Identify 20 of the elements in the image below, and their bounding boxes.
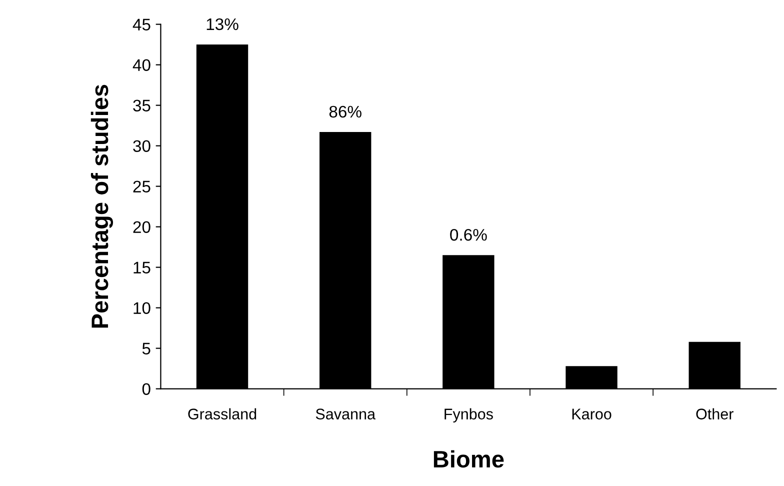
y-tick-label: 25 bbox=[133, 180, 150, 193]
x-tick-label: Fynbos bbox=[444, 408, 493, 422]
x-tick-label: Savanna bbox=[316, 408, 376, 420]
y-tick-label: 40 bbox=[132, 59, 150, 72]
y-tick-label: 5 bbox=[142, 342, 150, 355]
y-tick-label: 20 bbox=[133, 221, 150, 234]
y-tick-label: 15 bbox=[134, 262, 150, 274]
y-tick-label: 30 bbox=[133, 140, 150, 152]
annotation: 0.6% bbox=[450, 228, 487, 241]
y-tick-label: 45 bbox=[132, 18, 150, 31]
y-tick-label: 0 bbox=[142, 383, 150, 396]
x-tick-label: Grassland bbox=[188, 408, 256, 420]
x-axis-title: Biome bbox=[434, 450, 504, 468]
annotation: 86% bbox=[329, 106, 362, 118]
y-tick-label: 10 bbox=[134, 302, 150, 314]
y-tick-label: 35 bbox=[133, 100, 150, 112]
annotation: 13% bbox=[206, 18, 238, 30]
x-tick-label: Other bbox=[696, 408, 734, 420]
y-axis-title: Percentage of studies bbox=[90, 84, 114, 328]
x-tick-label: Karoo bbox=[572, 408, 612, 420]
